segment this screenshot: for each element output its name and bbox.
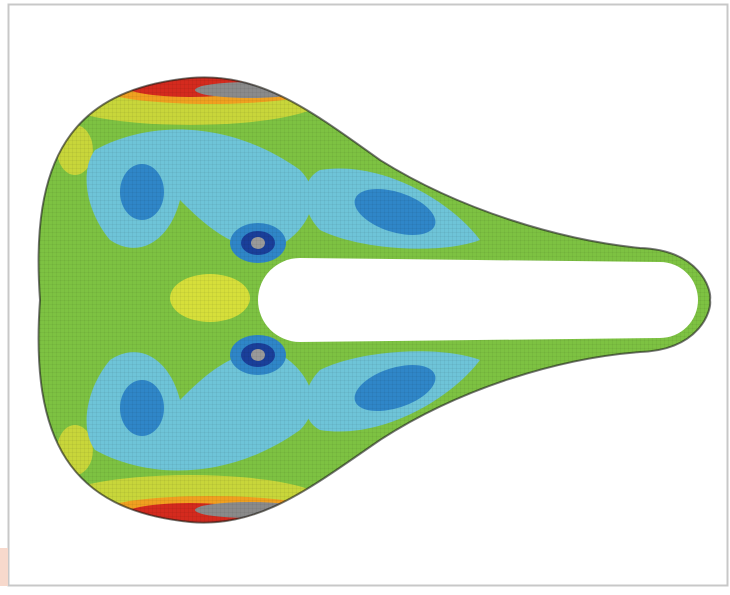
edge-tint <box>0 548 8 586</box>
page <box>0 0 730 590</box>
figure <box>0 0 730 590</box>
